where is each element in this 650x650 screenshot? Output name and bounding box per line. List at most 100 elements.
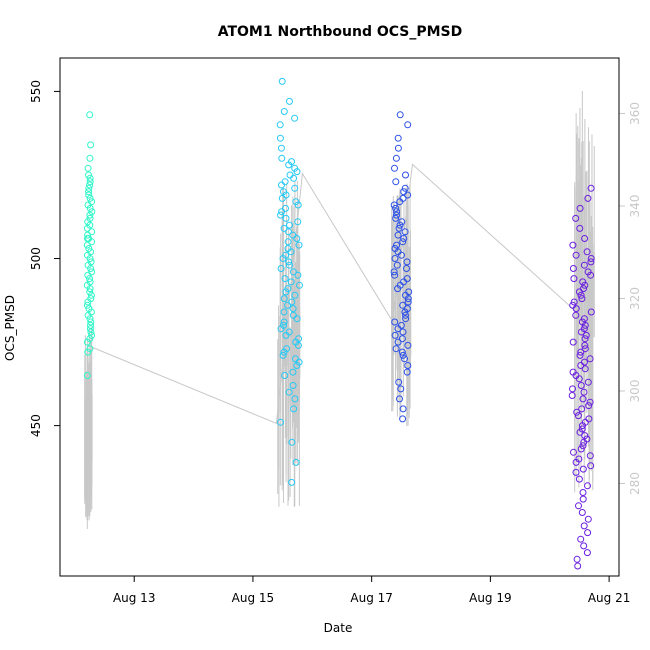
data-point <box>88 208 96 216</box>
data-point <box>577 291 585 299</box>
data-point <box>294 201 302 209</box>
data-point <box>578 295 586 303</box>
data-point <box>277 144 285 152</box>
data-point <box>86 345 94 353</box>
data-point <box>85 191 93 199</box>
data-point <box>288 438 296 446</box>
data-point <box>83 241 91 249</box>
data-point <box>587 462 595 470</box>
data-point <box>572 311 580 319</box>
data-point <box>281 275 289 283</box>
data-point <box>575 475 583 483</box>
data-point <box>278 181 285 189</box>
data-point <box>288 298 296 306</box>
data-point <box>576 428 584 436</box>
data-point <box>280 348 288 356</box>
data-point <box>86 204 94 212</box>
data-point <box>399 238 407 246</box>
data-point <box>403 265 410 272</box>
data-point <box>587 255 595 262</box>
data-point <box>287 278 295 286</box>
data-point <box>86 174 94 182</box>
data-point <box>581 321 589 329</box>
data-point <box>88 331 96 339</box>
data-point <box>581 432 589 440</box>
data-point <box>392 154 400 162</box>
x-tick-label: Aug 15 <box>232 591 275 605</box>
data-point <box>399 415 407 423</box>
data-point <box>570 448 577 456</box>
plot-frame <box>59 57 620 577</box>
data-point <box>574 562 582 570</box>
data-point <box>581 281 589 289</box>
data-point <box>294 271 302 279</box>
data-point <box>279 351 287 359</box>
data-point <box>84 348 92 356</box>
data-point <box>292 458 300 466</box>
x-tick-label: Aug 13 <box>113 591 156 605</box>
y-tick-label: 550 <box>29 80 43 103</box>
data-point <box>86 275 93 283</box>
data-point <box>87 291 95 299</box>
data-point <box>402 171 409 179</box>
x-tick-label: Aug 17 <box>350 591 393 605</box>
data-point <box>282 331 290 339</box>
data-point <box>577 362 585 369</box>
data-point <box>84 298 92 306</box>
data-point <box>391 271 399 279</box>
data-point <box>582 331 590 339</box>
data-point <box>577 348 585 356</box>
data-point <box>581 341 589 349</box>
secondary-y-tick-label: 360 <box>628 102 642 125</box>
data-point <box>86 111 94 119</box>
data-point <box>280 224 288 232</box>
data-point <box>580 388 588 396</box>
data-point <box>391 255 399 262</box>
data-point <box>279 255 287 262</box>
data-point <box>395 378 403 386</box>
data-point <box>394 285 402 293</box>
data-point <box>393 261 401 269</box>
data-point <box>579 489 587 496</box>
data-point <box>585 402 593 410</box>
data-point <box>294 341 302 349</box>
data-point <box>401 228 409 236</box>
data-point <box>399 351 407 359</box>
data-point <box>570 298 578 306</box>
data-point <box>393 211 400 219</box>
data-point <box>404 191 412 199</box>
data-point <box>587 258 595 266</box>
data-point <box>569 265 577 272</box>
data-point <box>86 194 94 202</box>
data-point <box>87 321 94 329</box>
data-point <box>390 268 398 276</box>
data-point <box>569 338 577 346</box>
data-point <box>392 178 400 186</box>
data-point <box>282 214 290 222</box>
data-point <box>579 278 587 286</box>
data-point <box>569 241 577 249</box>
data-point <box>395 224 403 232</box>
data-point <box>587 271 595 279</box>
y-tick-label: 450 <box>29 414 43 437</box>
data-point <box>87 328 95 336</box>
chart-title: ATOM1 Northbound OCS_PMSD <box>218 24 463 40</box>
data-point <box>404 298 412 306</box>
data-point <box>295 241 303 249</box>
data-point <box>391 318 399 326</box>
data-point <box>391 331 399 339</box>
data-point <box>86 181 94 189</box>
data-point <box>86 325 94 333</box>
data-point <box>288 478 296 486</box>
data-point <box>85 245 93 252</box>
data-point <box>572 458 580 466</box>
data-point <box>396 221 404 229</box>
data-point <box>84 271 92 279</box>
data-point <box>284 301 292 309</box>
data-point <box>280 108 288 115</box>
data-point <box>291 114 299 122</box>
data-point <box>584 378 592 386</box>
data-point <box>578 328 585 336</box>
data-point <box>579 395 587 403</box>
data-point <box>86 285 94 293</box>
